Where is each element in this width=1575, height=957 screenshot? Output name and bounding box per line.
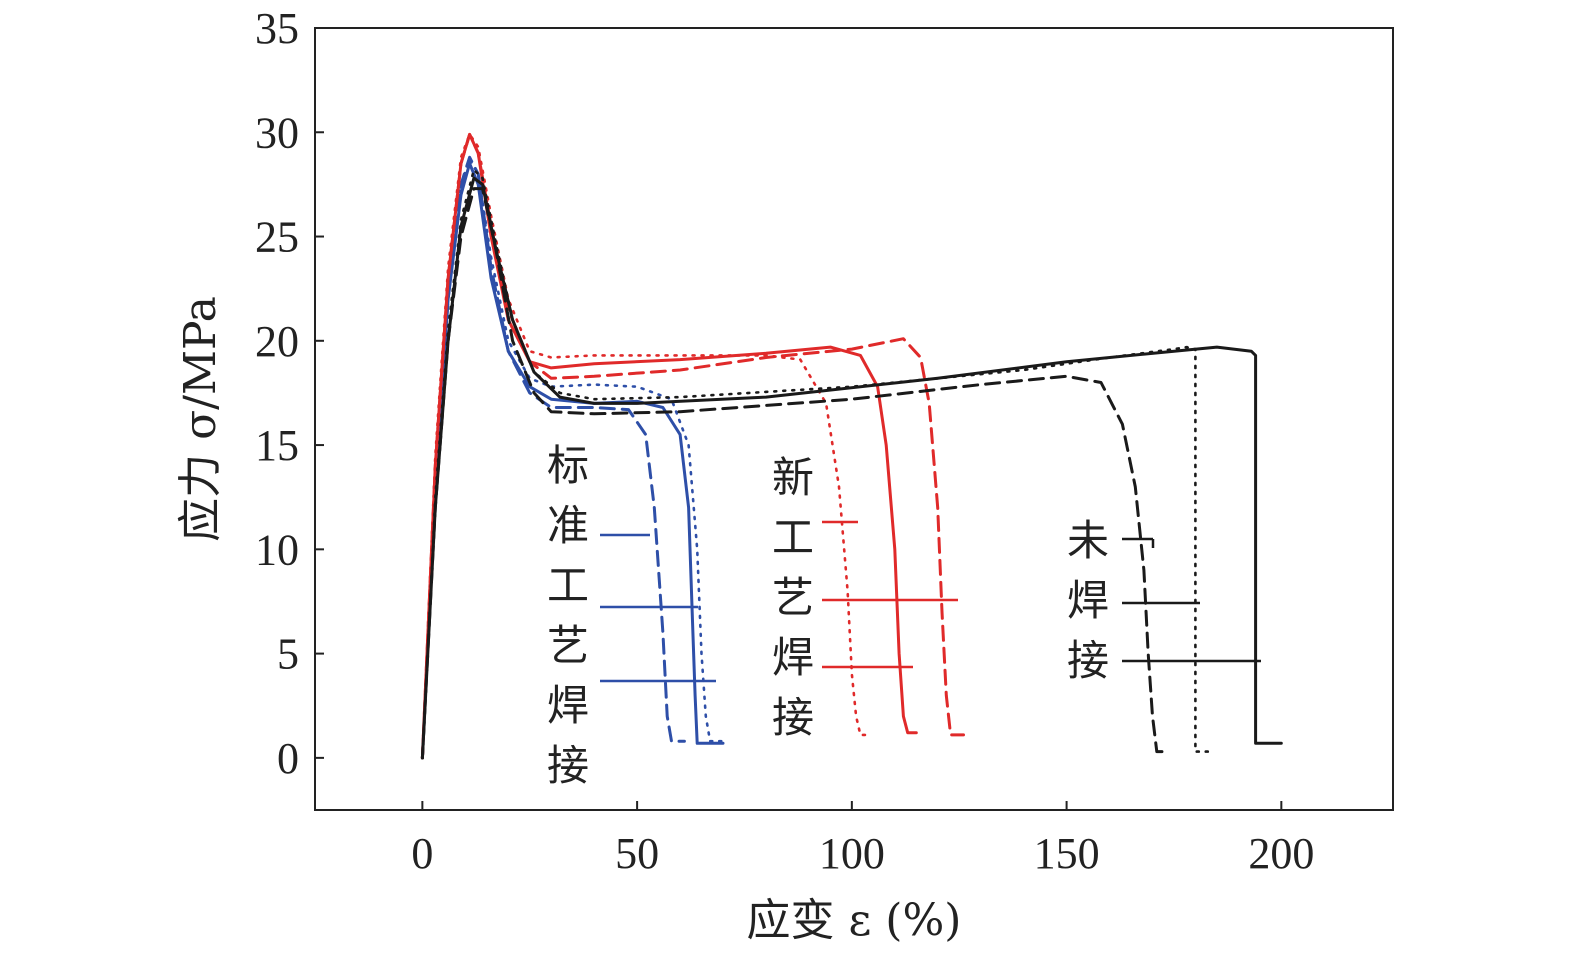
x-tick-label: 0 bbox=[411, 829, 433, 878]
group-label-1: 新工艺焊接 bbox=[772, 453, 814, 742]
group-label-2: 未焊接 bbox=[1067, 516, 1109, 685]
series-line-7 bbox=[420, 187, 1172, 760]
group-leader-lines bbox=[600, 520, 1261, 683]
x-axis-ticks: 0 50 100 150 200 bbox=[411, 801, 1314, 878]
x-tick-label: 200 bbox=[1248, 829, 1314, 878]
y-tick-label: 20 bbox=[255, 317, 299, 366]
series-line-5 bbox=[421, 133, 871, 760]
x-tick-label: 100 bbox=[819, 829, 885, 878]
y-tick-label: 5 bbox=[277, 630, 299, 679]
series-line-0 bbox=[420, 162, 725, 760]
series-line-4 bbox=[420, 132, 965, 760]
series-line-6 bbox=[420, 176, 1283, 760]
plot-frame bbox=[314, 27, 1394, 811]
x-tick-label: 150 bbox=[1034, 829, 1100, 878]
y-tick-label: 10 bbox=[255, 525, 299, 574]
y-axis-title: 应力 σ/MPa bbox=[175, 296, 226, 542]
series-line-8 bbox=[421, 168, 1214, 760]
group-labels: 标准工艺焊接 新工艺焊接 未焊接 bbox=[547, 441, 1109, 790]
y-axis-ticks: 0 5 10 15 20 25 30 35 bbox=[255, 4, 324, 783]
series-line-3 bbox=[420, 132, 918, 760]
y-tick-label: 25 bbox=[255, 213, 299, 262]
y-tick-label: 30 bbox=[255, 108, 299, 157]
group-label-0: 标准工艺焊接 bbox=[547, 441, 589, 790]
x-tick-label: 50 bbox=[615, 829, 659, 878]
y-tick-label: 15 bbox=[255, 421, 299, 470]
series-layer bbox=[420, 132, 1283, 760]
y-tick-label: 35 bbox=[255, 4, 299, 53]
x-axis-title: 应变 ε (%) bbox=[747, 895, 962, 946]
y-tick-label: 0 bbox=[277, 734, 299, 783]
